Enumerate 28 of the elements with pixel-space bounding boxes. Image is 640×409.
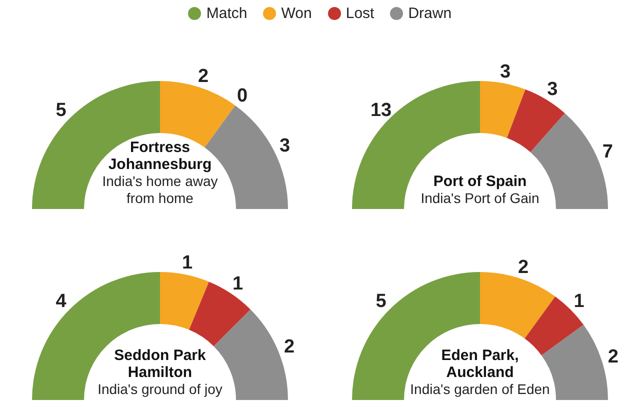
text: 0 bbox=[237, 86, 248, 107]
data-label: 5 bbox=[56, 100, 67, 122]
legend-label: Match bbox=[206, 4, 248, 22]
data-label: 7 bbox=[602, 142, 613, 163]
data-label: 1 bbox=[574, 291, 585, 312]
data-label: 3 bbox=[547, 79, 558, 100]
text: Fortress Johannesburg bbox=[108, 139, 212, 173]
data-label: 13 bbox=[370, 100, 392, 122]
data-label: 1 bbox=[182, 252, 194, 274]
data-label: 2 bbox=[518, 256, 529, 278]
data-label: 1 bbox=[232, 274, 244, 295]
data-label: 3 bbox=[500, 61, 511, 82]
text: India's ground of joy bbox=[98, 381, 222, 397]
data-label: 2 bbox=[608, 346, 618, 368]
data-label: 2 bbox=[198, 66, 209, 87]
legend-label: Lost bbox=[346, 4, 374, 22]
data-label: 4 bbox=[56, 291, 67, 312]
data-label: 3 bbox=[279, 135, 290, 156]
text: India's garden of Eden bbox=[410, 381, 550, 397]
text: India's Port of Gain bbox=[420, 190, 540, 206]
legend-label: Drawn bbox=[408, 4, 452, 22]
text: India's home away from home bbox=[102, 173, 218, 206]
data-label: 2 bbox=[284, 336, 295, 358]
data-label: 5 bbox=[376, 291, 387, 312]
text: Eden Park, Auckland bbox=[441, 347, 519, 381]
text: Seddon Park Hamilton bbox=[114, 347, 206, 381]
legend-label: Won bbox=[281, 4, 312, 22]
text: Port of Spain bbox=[433, 173, 527, 190]
